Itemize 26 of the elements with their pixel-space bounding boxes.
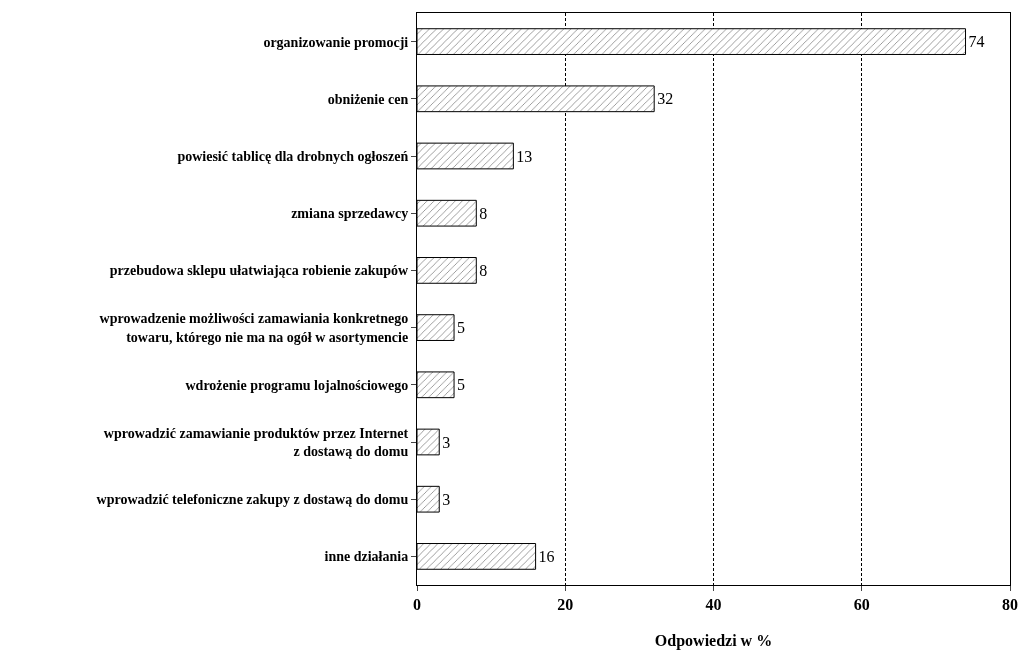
y-tick-label: inne działania [324, 549, 409, 565]
data-label: 5 [457, 376, 466, 394]
y-tick-label: wprowadzić telefoniczne zakupy z dostawą do domu [96, 492, 409, 508]
data-label: 3 [442, 490, 451, 508]
data-label: 13 [516, 147, 533, 165]
data-label: 74 [968, 33, 985, 51]
y-tick-label: powiesić tablicę dla drobnych ogłoszeń [177, 148, 409, 164]
y-tick-label: przebudowa sklepu ułatwiająca robienie zakupów [109, 263, 410, 279]
data-label: 3 [442, 433, 451, 451]
y-tick-label: zmiana sprzedawcy [291, 206, 409, 222]
y-tick-label: obniżenie cen [327, 91, 409, 107]
y-tick-label: wprowadzić zamawianie produktów przez Internet z dostawą do domu [103, 425, 409, 459]
data-label: 8 [479, 204, 488, 222]
data-label: 16 [538, 547, 555, 565]
y-tick-label: wdrożenie programu lojalnościowego [185, 377, 409, 393]
x-tick-label: 40 [705, 596, 722, 614]
x-tick-label: 20 [557, 596, 574, 614]
x-tick-label: 80 [1002, 596, 1018, 614]
x-tick-label: 60 [853, 596, 870, 614]
y-tick-label: wprowadzenie możliwości zamawiania konkretnego towaru, którego nie ma na ogół w asortymencie [99, 311, 409, 345]
x-axis-title: Odpowiedzi w % [654, 631, 773, 650]
y-tick-label: organizowanie promocji [263, 34, 409, 50]
x-tick-label: 0 [413, 596, 421, 614]
data-label: 5 [457, 319, 466, 337]
data-label: 32 [657, 90, 674, 108]
data-label: 8 [479, 261, 488, 279]
